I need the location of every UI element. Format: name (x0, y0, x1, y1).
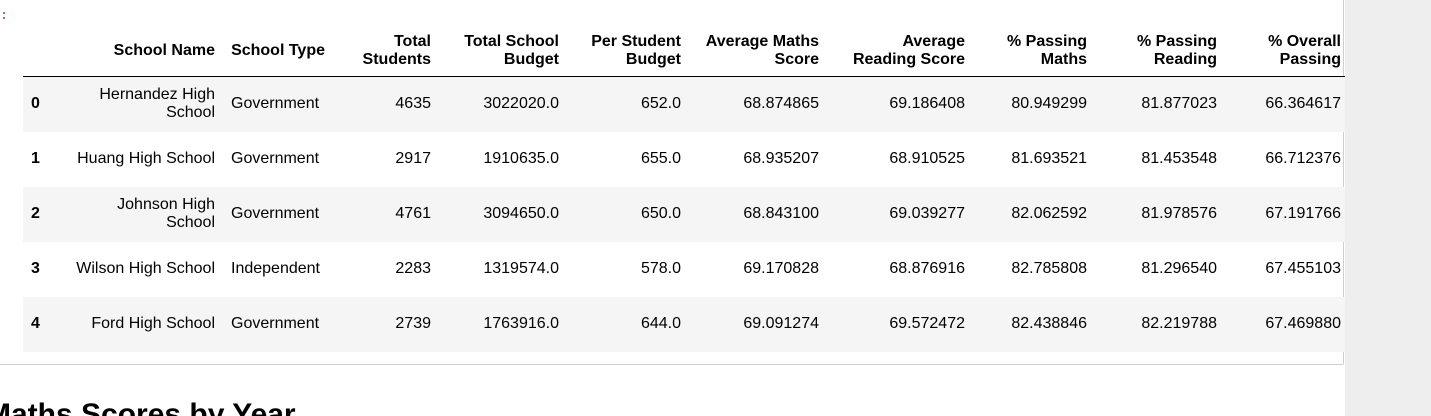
row-index: 2 (31, 205, 40, 222)
header-index (23, 26, 63, 77)
header-per-student-budget: Per Student Budget (567, 26, 689, 77)
cell-passing-reading: 81.453548 (1141, 150, 1217, 167)
cell-total-students: 2739 (395, 315, 431, 332)
cell-per-student-budget: 650.0 (640, 205, 681, 222)
header-passing-maths: % Passing Maths (973, 26, 1095, 77)
table-row: 0 Hernandez High School Government 4635 … (23, 76, 1349, 132)
cell-school-name: Hernandez High School (99, 86, 215, 122)
cell-passing-maths: 80.949299 (1011, 95, 1087, 113)
header-school-name: School Name (63, 26, 223, 77)
row-index: 4 (31, 315, 40, 332)
section-heading: Maths Scores by Year (0, 398, 296, 416)
cell-school-name: Huang High School (77, 150, 215, 167)
cell-average-reading-score: 69.186408 (889, 95, 965, 113)
table-row: 1 Huang High School Government 2917 1910… (23, 132, 1349, 187)
cell-passing-maths: 82.438846 (1011, 315, 1087, 332)
table-row: 4 Ford High School Government 2739 17639… (23, 296, 1349, 352)
cell-total-students: 2283 (395, 260, 431, 277)
cell-passing-maths: 82.062592 (1011, 205, 1087, 222)
cell-passing-reading: 82.219788 (1141, 315, 1217, 332)
scrollbar-track[interactable] (1345, 0, 1431, 416)
cell-passing-reading: 81.877023 (1141, 95, 1217, 113)
cell-average-maths-score: 69.091274 (743, 315, 819, 332)
cell-total-students: 4761 (395, 205, 431, 222)
header-average-maths-score: Average Maths Score (689, 26, 827, 77)
header-total-school-budget: Total School Budget (439, 26, 567, 77)
cell-per-student-budget: 578.0 (640, 260, 681, 277)
cell-per-student-budget: 652.0 (640, 95, 681, 113)
cell-school-type: Government (231, 95, 320, 113)
cell-school-type: Government (231, 205, 320, 222)
cell-total-school-budget: 1319574.0 (483, 260, 559, 277)
header-average-reading-score: Average Reading Score (827, 26, 973, 77)
header-overall-passing: % Overall Passing (1225, 26, 1349, 77)
cell-passing-maths: 81.693521 (1011, 150, 1087, 167)
cell-school-name: Johnson High School (117, 196, 215, 231)
cell-total-students: 2917 (395, 150, 431, 167)
cell-average-reading-score: 69.039277 (889, 205, 965, 222)
cell-per-student-budget: 644.0 (640, 315, 681, 332)
row-index: 1 (31, 150, 40, 167)
row-index: 0 (31, 95, 40, 113)
prompt-marker: : (0, 8, 8, 23)
header-school-type: School Type (223, 26, 333, 77)
cell-school-type: Government (231, 315, 320, 332)
row-index: 3 (31, 260, 40, 277)
table-header-row: School Name School Type Total Students T… (23, 26, 1349, 77)
cell-passing-reading: 81.296540 (1141, 260, 1217, 277)
cell-average-reading-score: 69.572472 (889, 315, 965, 332)
cell-school-name: Ford High School (91, 315, 215, 332)
cell-overall-passing: 67.191766 (1265, 205, 1341, 222)
cell-average-maths-score: 68.874865 (743, 95, 819, 113)
header-passing-reading: % Passing Reading (1095, 26, 1225, 77)
cell-school-type: Government (231, 150, 320, 167)
table-row: 2 Johnson High School Government 4761 30… (23, 186, 1349, 242)
header-total-students: Total Students (333, 26, 439, 77)
cell-overall-passing: 67.455103 (1265, 260, 1341, 277)
dataframe-table: School Name School Type Total Students T… (23, 26, 1349, 352)
table-row: 3 Wilson High School Independent 2283 13… (23, 242, 1349, 297)
cell-per-student-budget: 655.0 (640, 150, 681, 167)
cell-school-type: Independent (231, 260, 320, 277)
cell-overall-passing: 67.469880 (1265, 315, 1341, 332)
cell-total-school-budget: 1763916.0 (483, 315, 559, 332)
cell-average-reading-score: 68.910525 (889, 150, 965, 167)
cell-total-school-budget: 3022020.0 (483, 95, 559, 113)
cell-average-maths-score: 68.843100 (743, 205, 819, 222)
cell-passing-reading: 81.978576 (1141, 205, 1217, 222)
cell-average-maths-score: 68.935207 (743, 150, 819, 167)
cell-total-school-budget: 1910635.0 (483, 150, 559, 167)
cell-school-name: Wilson High School (76, 260, 215, 277)
cell-passing-maths: 82.785808 (1011, 260, 1087, 277)
cell-total-school-budget: 3094650.0 (483, 205, 559, 222)
cell-overall-passing: 66.712376 (1265, 150, 1341, 167)
cell-overall-passing: 66.364617 (1265, 95, 1341, 113)
cell-total-students: 4635 (395, 95, 431, 113)
cell-average-reading-score: 68.876916 (889, 260, 965, 277)
cell-average-maths-score: 69.170828 (743, 260, 819, 277)
